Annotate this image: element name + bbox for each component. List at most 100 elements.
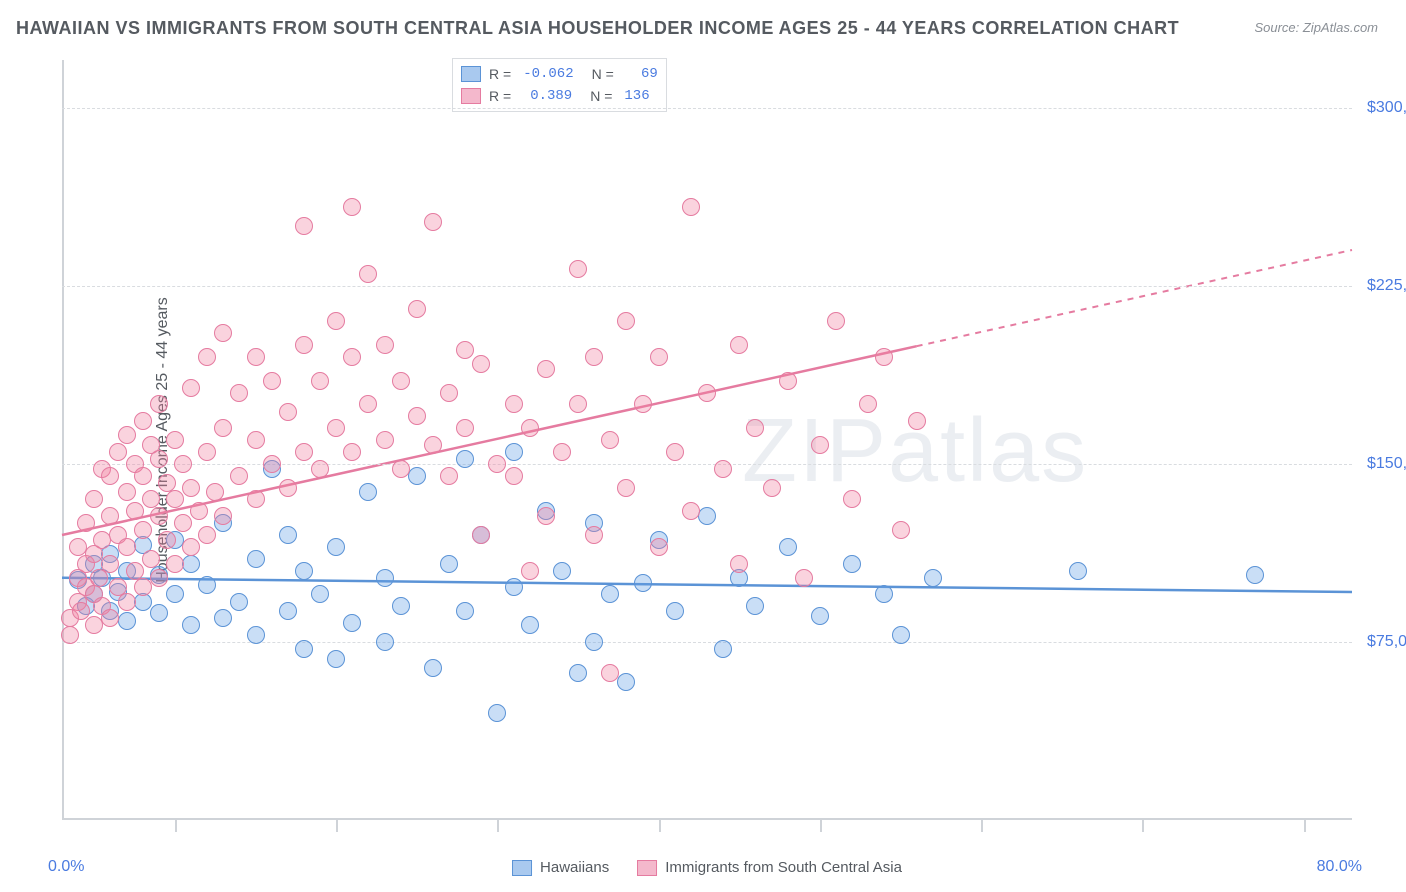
data-point — [166, 431, 184, 449]
data-point — [198, 576, 216, 594]
legend-label-hawaiians: Hawaiians — [540, 859, 609, 876]
data-point — [311, 372, 329, 390]
data-point — [714, 640, 732, 658]
data-point — [327, 538, 345, 556]
data-point — [424, 213, 442, 231]
data-point — [150, 450, 168, 468]
data-point — [295, 562, 313, 580]
data-point — [537, 360, 555, 378]
data-point — [198, 443, 216, 461]
data-point — [634, 574, 652, 592]
data-point — [440, 384, 458, 402]
data-point — [150, 395, 168, 413]
data-point — [488, 455, 506, 473]
data-point — [101, 467, 119, 485]
data-point — [779, 538, 797, 556]
data-point — [811, 607, 829, 625]
data-point — [924, 569, 942, 587]
data-point — [666, 602, 684, 620]
data-point — [617, 312, 635, 330]
data-point — [126, 562, 144, 580]
data-point — [182, 479, 200, 497]
data-point — [247, 550, 265, 568]
data-point — [279, 602, 297, 620]
data-point — [166, 555, 184, 573]
data-point — [424, 436, 442, 454]
data-point — [182, 538, 200, 556]
plot-area: Householder Income Ages 25 - 44 years 0.… — [62, 60, 1352, 820]
data-point — [827, 312, 845, 330]
data-point — [77, 514, 95, 532]
x-tick — [820, 820, 822, 832]
data-point — [214, 419, 232, 437]
data-point — [247, 348, 265, 366]
data-point — [601, 585, 619, 603]
data-point — [101, 507, 119, 525]
data-point — [182, 555, 200, 573]
data-point — [174, 455, 192, 473]
data-point — [142, 550, 160, 568]
data-point — [569, 395, 587, 413]
data-point — [795, 569, 813, 587]
data-point — [158, 474, 176, 492]
data-point — [359, 265, 377, 283]
data-point — [843, 555, 861, 573]
data-point — [214, 609, 232, 627]
data-point — [359, 395, 377, 413]
data-point — [109, 443, 127, 461]
source-attribution: Source: ZipAtlas.com — [1254, 20, 1378, 35]
data-point — [456, 341, 474, 359]
x-axis-max-label: 80.0% — [1317, 858, 1362, 876]
data-point — [343, 198, 361, 216]
data-point — [505, 578, 523, 596]
data-point — [730, 336, 748, 354]
data-point — [908, 412, 926, 430]
data-point — [1069, 562, 1087, 580]
data-point — [376, 336, 394, 354]
data-point — [279, 526, 297, 544]
data-point — [311, 585, 329, 603]
x-tick — [1142, 820, 1144, 832]
data-point — [376, 431, 394, 449]
data-point — [682, 502, 700, 520]
data-point — [118, 426, 136, 444]
data-point — [408, 300, 426, 318]
data-point — [206, 483, 224, 501]
data-point — [456, 602, 474, 620]
y-tick-label: $150,000 — [1357, 455, 1406, 473]
data-point — [650, 538, 668, 556]
data-point — [247, 431, 265, 449]
data-point — [214, 507, 232, 525]
data-point — [247, 490, 265, 508]
data-point — [311, 460, 329, 478]
data-point — [343, 348, 361, 366]
data-point — [843, 490, 861, 508]
data-point — [650, 348, 668, 366]
data-point — [230, 467, 248, 485]
data-point — [150, 604, 168, 622]
data-point — [585, 348, 603, 366]
series-legend: Hawaiians Immigrants from South Central … — [512, 859, 902, 876]
data-point — [617, 673, 635, 691]
data-point — [279, 479, 297, 497]
trend-line-extrapolated — [917, 250, 1352, 346]
data-point — [1246, 566, 1264, 584]
data-point — [488, 704, 506, 722]
data-point — [190, 502, 208, 520]
data-point — [134, 578, 152, 596]
data-point — [150, 569, 168, 587]
gridline — [62, 108, 1352, 109]
data-point — [424, 659, 442, 677]
data-point — [585, 633, 603, 651]
data-point — [892, 521, 910, 539]
data-point — [327, 312, 345, 330]
data-point — [118, 483, 136, 501]
chart-container: HAWAIIAN VS IMMIGRANTS FROM SOUTH CENTRA… — [0, 0, 1406, 892]
data-point — [746, 597, 764, 615]
legend-label-immigrants: Immigrants from South Central Asia — [665, 859, 902, 876]
data-point — [198, 348, 216, 366]
data-point — [456, 419, 474, 437]
data-point — [343, 443, 361, 461]
data-point — [142, 490, 160, 508]
data-point — [408, 467, 426, 485]
